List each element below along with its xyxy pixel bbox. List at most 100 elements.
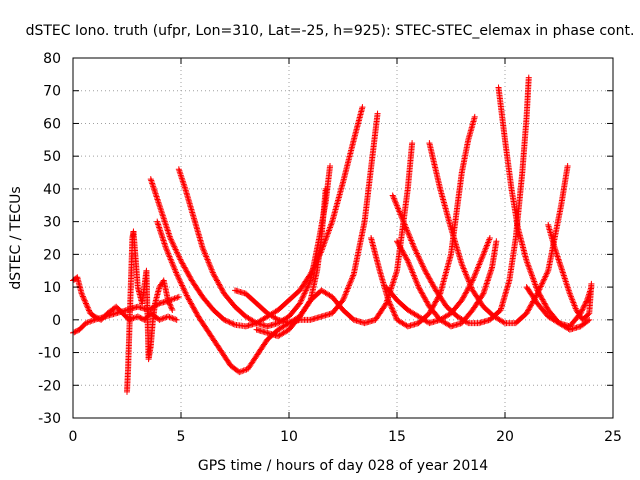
data-point <box>344 287 351 293</box>
data-point <box>193 309 200 316</box>
data-point <box>168 304 175 311</box>
data-point <box>187 299 194 306</box>
data-point <box>87 318 94 325</box>
data-point <box>459 295 466 302</box>
data-point <box>175 275 182 282</box>
data-point <box>167 236 174 243</box>
data-point <box>406 260 412 267</box>
data-point <box>210 271 217 277</box>
data-point <box>359 104 366 111</box>
data-point <box>174 294 181 301</box>
data-point <box>165 298 172 305</box>
data-point <box>554 319 561 326</box>
data-point <box>187 274 194 281</box>
data-point <box>186 273 193 280</box>
data-point <box>482 246 489 253</box>
data-point <box>167 255 174 261</box>
data-point <box>300 291 307 298</box>
data-point <box>167 256 174 263</box>
data-point <box>459 262 466 269</box>
data-point <box>409 268 415 275</box>
data-point <box>176 276 183 283</box>
data-point <box>410 271 417 277</box>
data-point <box>177 278 184 285</box>
data-point <box>526 265 533 272</box>
data-point <box>413 278 420 285</box>
data-point <box>533 285 540 292</box>
data-point <box>162 314 169 321</box>
data-point <box>399 215 406 222</box>
data-point <box>171 245 178 252</box>
data-point <box>470 274 477 281</box>
data-point <box>236 369 243 376</box>
data-point <box>475 264 481 271</box>
data-point <box>387 302 394 309</box>
data-point <box>172 295 179 301</box>
data-point <box>523 257 530 264</box>
data-point <box>479 254 486 261</box>
data-point <box>186 297 193 304</box>
data-point <box>413 250 420 257</box>
data-point <box>171 295 178 302</box>
data-point <box>416 256 423 263</box>
data-point <box>165 297 172 304</box>
data-point <box>429 280 436 287</box>
data-point <box>431 284 438 291</box>
data-point <box>167 235 174 241</box>
data-point <box>162 244 169 251</box>
data-point <box>306 280 313 287</box>
data-point <box>165 313 172 320</box>
data-point <box>405 231 412 238</box>
data-point <box>81 297 88 304</box>
data-point <box>170 262 177 269</box>
data-point <box>180 261 187 268</box>
data-point <box>421 266 428 273</box>
data-point <box>460 264 466 271</box>
data-point <box>179 260 186 267</box>
data-point <box>463 272 470 279</box>
data-point <box>524 308 531 315</box>
data-point <box>346 281 353 288</box>
data-point <box>166 301 173 308</box>
data-point <box>170 296 177 303</box>
data-point <box>185 272 192 279</box>
data-point <box>483 242 490 249</box>
data-point <box>217 284 224 291</box>
data-point <box>471 113 478 120</box>
data-point <box>166 299 173 306</box>
data-point <box>409 240 416 247</box>
x-tick-label: 0 <box>69 429 78 445</box>
data-point <box>404 227 411 234</box>
data-point <box>178 281 185 288</box>
data-point <box>188 300 195 307</box>
data-point <box>580 305 587 312</box>
data-point <box>188 301 195 308</box>
data-point <box>84 319 91 326</box>
data-point <box>401 251 408 258</box>
data-point <box>182 289 189 296</box>
data-point <box>414 251 421 258</box>
data-point <box>204 256 211 263</box>
data-point <box>431 301 438 308</box>
data-point <box>528 301 535 308</box>
data-point <box>189 303 196 310</box>
data-point <box>180 285 187 292</box>
data-point <box>389 192 396 199</box>
data-point <box>166 314 173 321</box>
data-point <box>572 304 579 311</box>
data-point <box>390 195 397 202</box>
data-point <box>327 163 334 169</box>
data-point <box>203 255 210 261</box>
data-point <box>398 246 405 253</box>
data-point <box>419 262 426 268</box>
data-point <box>409 269 416 276</box>
data-point <box>481 248 488 255</box>
data-point <box>298 296 305 303</box>
data-point <box>200 246 207 253</box>
data-point <box>476 261 483 268</box>
data-point <box>392 198 399 205</box>
data-point <box>184 293 191 300</box>
x-tick-label: 15 <box>388 429 406 445</box>
data-point <box>404 228 411 235</box>
data-point <box>541 274 548 281</box>
